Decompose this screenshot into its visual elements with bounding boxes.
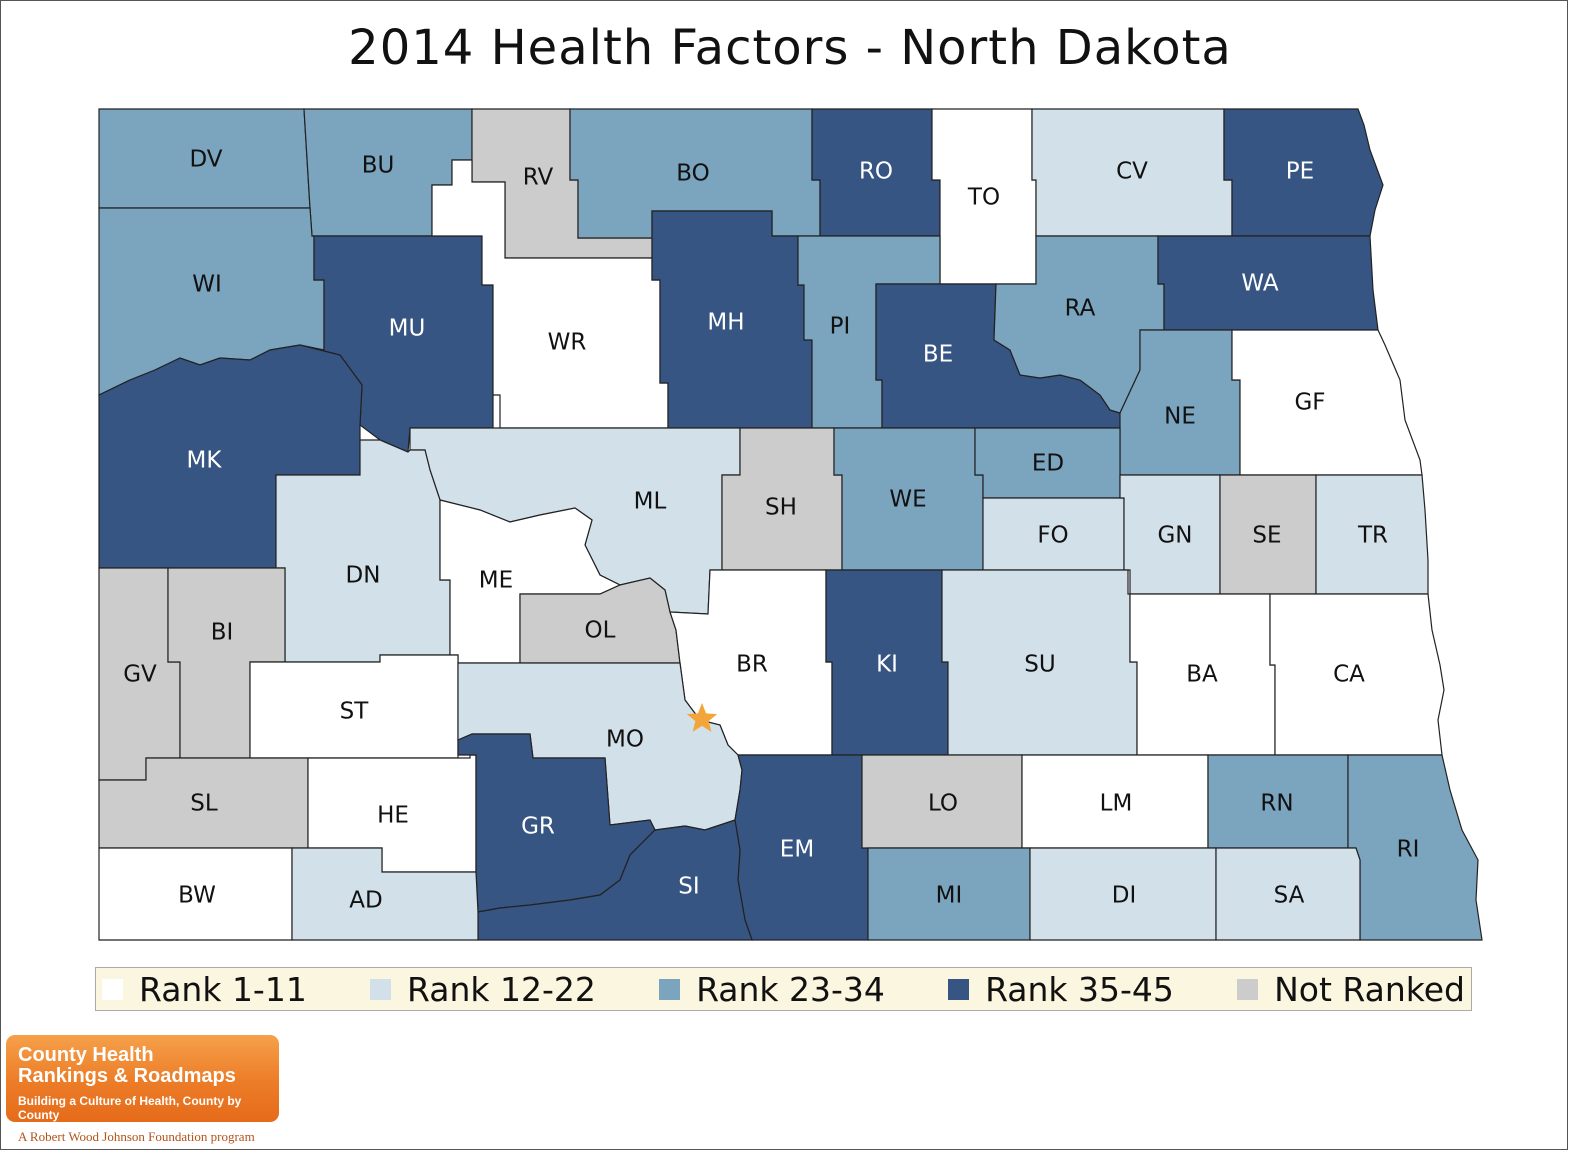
legend-label: Rank 35-45	[985, 969, 1174, 1009]
legend-swatch	[1237, 978, 1259, 1000]
label-gr: GR	[521, 814, 555, 840]
label-sa: SA	[1274, 883, 1305, 909]
label-to: TO	[967, 185, 1000, 211]
label-bw: BW	[178, 883, 216, 909]
legend-label: Not Ranked	[1274, 969, 1465, 1009]
county-ad[interactable]	[291, 847, 479, 941]
label-lo: LO	[928, 791, 958, 817]
legend-swatch	[370, 978, 392, 1000]
label-ki: KI	[876, 652, 898, 678]
label-gf: GF	[1294, 390, 1325, 416]
label-sh: SH	[765, 495, 797, 521]
label-bo: BO	[676, 161, 709, 187]
label-ed: ED	[1032, 451, 1064, 477]
label-rn: RN	[1260, 791, 1293, 817]
logo-tagline: Building a Culture of Health, County by …	[18, 1094, 242, 1122]
logo-line1: County Health	[18, 1044, 154, 1066]
label-rv: RV	[523, 165, 554, 191]
label-mu: MU	[389, 316, 426, 342]
label-mh: MH	[707, 310, 744, 336]
label-ri: RI	[1397, 837, 1420, 863]
label-di: DI	[1112, 883, 1137, 909]
county-gf[interactable]	[1231, 329, 1423, 476]
label-em: EM	[780, 837, 814, 863]
capital-star-icon	[686, 703, 718, 732]
label-si: SI	[678, 874, 699, 900]
legend-item-rank-1-11: Rank 1-11	[102, 970, 307, 1009]
label-su: SU	[1024, 652, 1055, 678]
label-mo: MO	[606, 727, 644, 753]
logo-title: County Health Rankings & Roadmaps	[18, 1045, 236, 1087]
label-me: ME	[479, 568, 513, 594]
label-dn: DN	[346, 563, 381, 589]
label-gn: GN	[1157, 523, 1192, 549]
label-bu: BU	[362, 153, 395, 179]
label-sl: SL	[190, 791, 218, 817]
label-ml: ML	[634, 489, 667, 515]
label-ad: AD	[349, 888, 382, 914]
map-title: 2014 Health Factors - North Dakota	[348, 20, 1232, 76]
label-dv: DV	[189, 147, 222, 173]
county-sa[interactable]	[1215, 847, 1361, 941]
label-lm: LM	[1100, 791, 1133, 817]
label-be: BE	[923, 342, 953, 368]
label-se: SE	[1252, 523, 1281, 549]
legend-item-rank-35-45: Rank 35-45	[948, 970, 1174, 1009]
label-we: WE	[889, 487, 926, 513]
label-wi: WI	[192, 272, 222, 298]
label-wa: WA	[1241, 271, 1278, 297]
logo-line2: Rankings & Roadmaps	[18, 1065, 236, 1087]
county-labels: DV BU RV BO RO TO CV PE WI MU WR MH PI B…	[123, 147, 1419, 914]
legend-swatch	[948, 978, 970, 1000]
label-ro: RO	[859, 159, 893, 185]
legend-label: Rank 23-34	[696, 969, 885, 1009]
label-gv: GV	[123, 662, 157, 688]
county-ca[interactable]	[1269, 593, 1445, 756]
label-ba: BA	[1186, 662, 1218, 688]
label-bi: BI	[211, 620, 234, 646]
label-pe: PE	[1286, 159, 1314, 185]
legend-label: Rank 12-22	[407, 969, 596, 1009]
legend-item-rank-12-22: Rank 12-22	[370, 970, 596, 1009]
chrr-logo[interactable]: County Health Rankings & Roadmaps Buildi…	[6, 1035, 279, 1122]
label-cv: CV	[1116, 159, 1148, 185]
label-tr: TR	[1357, 523, 1388, 549]
label-st: ST	[340, 699, 370, 725]
label-wr: WR	[548, 330, 587, 356]
label-br: BR	[736, 652, 768, 678]
label-ol: OL	[585, 618, 616, 644]
label-mi: MI	[936, 883, 963, 909]
label-ca: CA	[1333, 662, 1365, 688]
county-si[interactable]	[477, 819, 753, 941]
label-ne: NE	[1164, 404, 1196, 430]
label-fo: FO	[1037, 523, 1068, 549]
label-he: HE	[377, 803, 409, 829]
label-ra: RA	[1065, 296, 1096, 322]
label-mk: MK	[187, 448, 223, 474]
county-pe[interactable]	[1223, 108, 1384, 237]
rwjf-program-text: A Robert Wood Johnson Foundation program	[18, 1129, 255, 1144]
legend-item-rank-23-34: Rank 23-34	[659, 970, 885, 1009]
label-pi: PI	[830, 314, 851, 340]
legend: Rank 1-11 Rank 12-22 Rank 23-34 Rank 35-…	[95, 967, 1472, 1011]
legend-item-not-ranked: Not Ranked	[1237, 970, 1465, 1009]
legend-label: Rank 1-11	[139, 969, 307, 1009]
legend-swatch	[659, 978, 681, 1000]
legend-swatch	[102, 978, 123, 1000]
